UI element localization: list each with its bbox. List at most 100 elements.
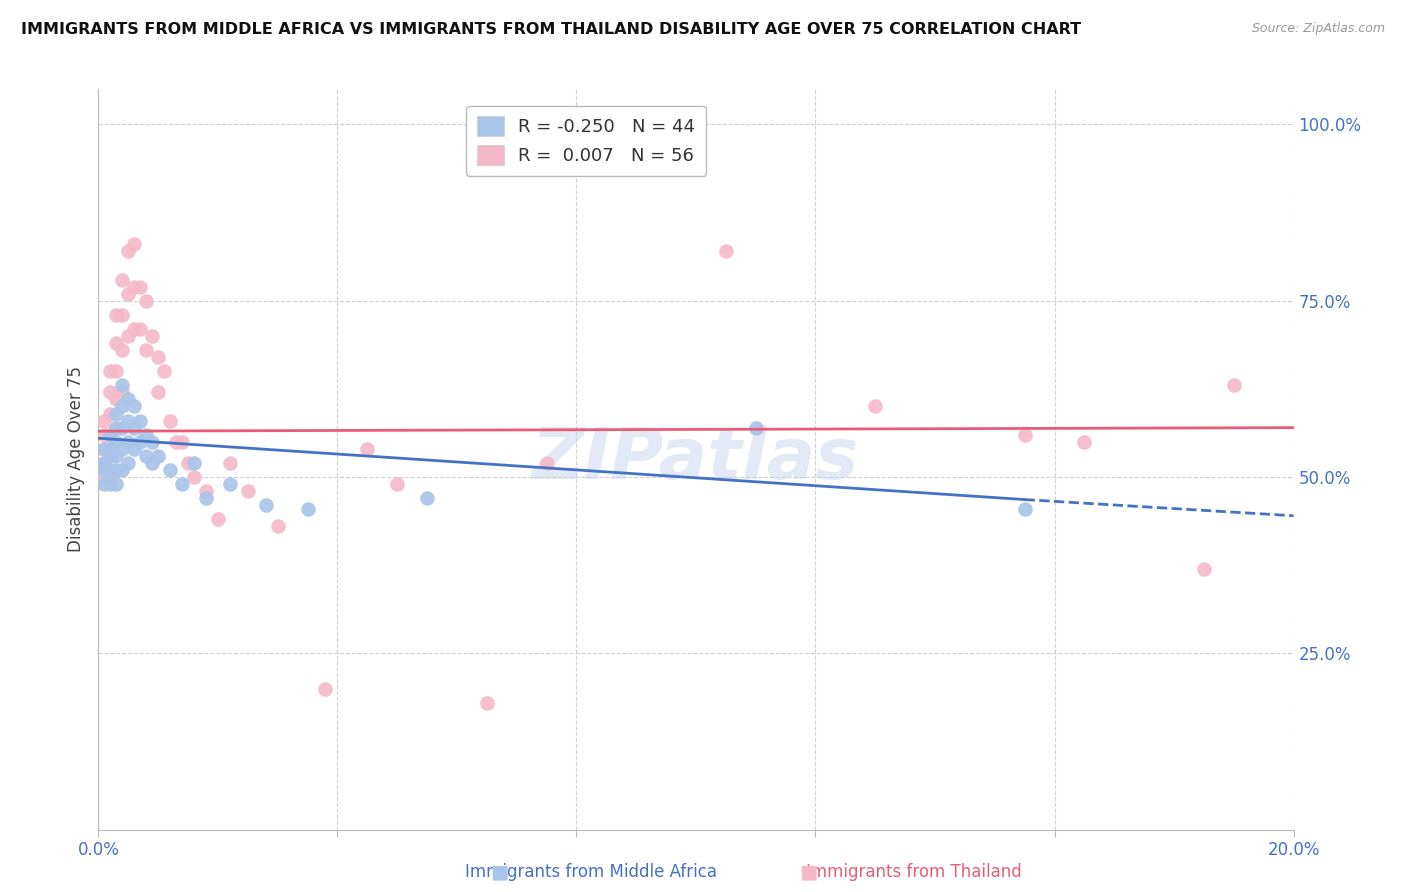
- Point: [124, 442, 146, 456]
- Point: [98, 407, 122, 421]
- Point: [93, 414, 115, 428]
- Point: [153, 364, 176, 378]
- Point: [124, 400, 146, 414]
- Point: [93, 463, 115, 477]
- Text: Source: ZipAtlas.com: Source: ZipAtlas.com: [1251, 22, 1385, 36]
- Point: [111, 442, 134, 456]
- Point: [165, 434, 187, 449]
- Point: [129, 279, 152, 293]
- Point: [124, 420, 146, 434]
- Point: [117, 286, 139, 301]
- Point: [111, 385, 134, 400]
- Point: [117, 392, 139, 407]
- Point: [93, 442, 115, 456]
- Point: [135, 343, 157, 357]
- Y-axis label: Disability Age Over 75: Disability Age Over 75: [66, 367, 84, 552]
- Point: [105, 364, 128, 378]
- Point: [141, 456, 163, 470]
- Point: [135, 293, 157, 308]
- Point: [117, 244, 139, 259]
- Point: [117, 434, 139, 449]
- Point: [148, 385, 170, 400]
- Point: [159, 463, 181, 477]
- Point: [98, 463, 122, 477]
- Text: Immigrants from Middle Africa: Immigrants from Middle Africa: [464, 863, 717, 881]
- Point: [236, 484, 259, 499]
- Text: Immigrants from Thailand: Immigrants from Thailand: [806, 863, 1022, 881]
- Point: [98, 477, 122, 491]
- Point: [129, 322, 152, 336]
- Point: [1014, 501, 1036, 516]
- Point: [219, 477, 242, 491]
- Point: [655, 138, 678, 153]
- Point: [93, 477, 115, 491]
- Point: [105, 477, 128, 491]
- Point: [111, 272, 134, 286]
- Point: [105, 420, 128, 434]
- Point: [148, 449, 170, 463]
- Point: [111, 343, 134, 357]
- Point: [356, 442, 378, 456]
- Point: [105, 407, 128, 421]
- Point: [172, 477, 194, 491]
- Point: [111, 420, 134, 434]
- Point: [172, 434, 194, 449]
- Point: [183, 456, 205, 470]
- Point: [297, 501, 319, 516]
- Point: [93, 456, 115, 470]
- Point: [385, 477, 409, 491]
- Point: [93, 427, 115, 442]
- Point: [135, 427, 157, 442]
- Point: [105, 463, 128, 477]
- Point: [93, 470, 115, 484]
- Point: [105, 420, 128, 434]
- Point: [111, 378, 134, 392]
- Text: ZIPatlas: ZIPatlas: [533, 425, 859, 494]
- Point: [183, 470, 205, 484]
- Point: [177, 456, 200, 470]
- Point: [98, 449, 122, 463]
- Point: [98, 442, 122, 456]
- Point: [195, 484, 218, 499]
- Point: [124, 279, 146, 293]
- Point: [129, 434, 152, 449]
- Point: [93, 456, 115, 470]
- Point: [475, 696, 498, 710]
- Point: [254, 498, 277, 512]
- Point: [105, 434, 128, 449]
- Point: [117, 414, 139, 428]
- Text: ■: ■: [489, 863, 509, 882]
- Point: [105, 308, 128, 322]
- Point: [105, 392, 128, 407]
- Point: [124, 322, 146, 336]
- Point: [98, 427, 122, 442]
- Point: [159, 414, 181, 428]
- Point: [111, 463, 134, 477]
- Point: [141, 434, 163, 449]
- Point: [111, 308, 134, 322]
- Point: [105, 336, 128, 351]
- Point: [98, 364, 122, 378]
- Point: [93, 442, 115, 456]
- Point: [98, 449, 122, 463]
- Point: [219, 456, 242, 470]
- Point: [124, 237, 146, 252]
- Point: [98, 470, 122, 484]
- Point: [148, 350, 170, 364]
- Point: [1223, 378, 1246, 392]
- Legend: R = -0.250   N = 44, R =  0.007   N = 56: R = -0.250 N = 44, R = 0.007 N = 56: [465, 105, 706, 176]
- Point: [141, 329, 163, 343]
- Point: [267, 519, 290, 533]
- Point: [745, 420, 768, 434]
- Point: [536, 456, 558, 470]
- Point: [117, 456, 139, 470]
- Point: [416, 491, 439, 505]
- Point: [315, 681, 337, 696]
- Point: [207, 512, 229, 526]
- Point: [98, 385, 122, 400]
- Point: [135, 449, 157, 463]
- Point: [105, 449, 128, 463]
- Text: IMMIGRANTS FROM MIDDLE AFRICA VS IMMIGRANTS FROM THAILAND DISABILITY AGE OVER 75: IMMIGRANTS FROM MIDDLE AFRICA VS IMMIGRA…: [21, 22, 1081, 37]
- Point: [865, 400, 887, 414]
- Point: [1014, 427, 1036, 442]
